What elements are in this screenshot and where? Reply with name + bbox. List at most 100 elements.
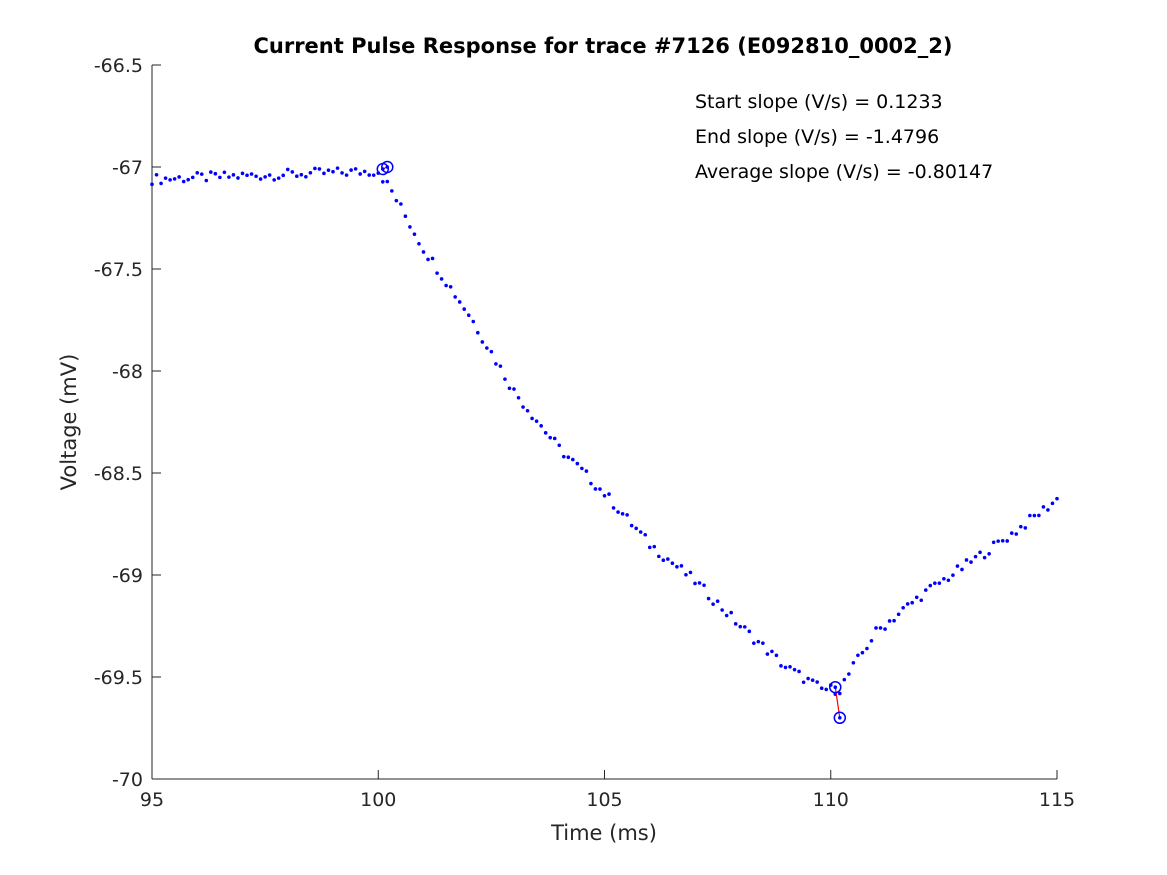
data-point <box>869 638 874 643</box>
data-point <box>625 513 629 517</box>
data-point <box>756 639 761 644</box>
data-point <box>652 544 657 549</box>
data-point <box>249 172 254 176</box>
data-point <box>317 167 322 171</box>
marker-center-point <box>833 685 838 689</box>
data-point <box>901 605 905 610</box>
data-point <box>380 179 385 184</box>
data-point <box>322 171 326 176</box>
data-point <box>946 578 951 583</box>
data-point <box>955 564 960 568</box>
data-point <box>1023 526 1028 530</box>
data-point <box>521 405 525 409</box>
data-point <box>1041 505 1046 509</box>
data-point <box>774 653 779 658</box>
x-tick-label: 100 <box>360 789 396 811</box>
data-point <box>914 595 919 600</box>
data-point <box>231 173 236 177</box>
data-point <box>733 622 738 626</box>
data-point <box>362 169 367 174</box>
data-point <box>724 613 729 618</box>
data-point <box>919 598 924 603</box>
data-point <box>933 581 937 585</box>
x-tick-label: 110 <box>813 789 849 811</box>
y-tick-label: -67 <box>112 157 143 179</box>
data-point <box>512 387 516 391</box>
data-point <box>666 557 670 561</box>
data-point <box>190 175 195 180</box>
y-tick-label: -66.5 <box>94 55 143 77</box>
data-point <box>439 277 444 281</box>
data-point <box>706 596 711 601</box>
data-point <box>878 626 883 630</box>
data-point <box>371 173 376 177</box>
marker-center-point <box>385 165 390 169</box>
y-tick-label: -67.5 <box>94 259 143 281</box>
data-point <box>942 576 946 581</box>
data-point <box>783 665 788 670</box>
data-point <box>865 646 869 651</box>
data-point <box>485 346 489 350</box>
data-point <box>557 443 562 448</box>
data-point <box>788 665 792 669</box>
data-point <box>616 510 620 514</box>
data-point <box>765 652 770 656</box>
data-point <box>435 271 439 275</box>
data-point <box>842 677 847 682</box>
data-point <box>534 419 539 424</box>
data-point <box>761 641 765 645</box>
data-point <box>797 669 801 674</box>
x-axis-label: Time (ms) <box>550 821 657 845</box>
data-point <box>978 550 982 555</box>
data-point <box>593 487 598 491</box>
data-point <box>543 431 548 435</box>
data-point <box>240 171 245 176</box>
data-point <box>815 680 819 684</box>
data-point <box>896 612 901 617</box>
data-point <box>951 573 955 577</box>
plot-box <box>152 65 1057 779</box>
data-point <box>353 167 358 171</box>
average-slope-annotation: Average slope (V/s) = -0.80147 <box>695 161 993 183</box>
data-point <box>159 181 163 186</box>
data-point <box>987 551 991 556</box>
data-point <box>643 532 648 537</box>
data-point <box>571 457 575 462</box>
data-point <box>430 256 435 261</box>
data-point <box>285 167 290 172</box>
data-point <box>575 461 580 466</box>
data-point <box>471 319 476 324</box>
data-point <box>806 676 810 681</box>
data-point <box>1046 508 1050 512</box>
data-point <box>358 172 362 176</box>
marker-center-point <box>838 716 842 720</box>
data-point <box>688 570 693 575</box>
data-point <box>390 189 394 193</box>
data-point <box>923 588 928 592</box>
data-point <box>629 523 634 528</box>
data-point <box>412 232 417 237</box>
data-point <box>308 170 313 175</box>
data-point <box>195 170 200 175</box>
slope-annotations: Start slope (V/s) = 0.1233 End slope (V/… <box>695 91 993 183</box>
data-point <box>222 170 227 175</box>
data-point <box>408 225 412 229</box>
data-point <box>561 454 566 459</box>
slope-endpoint-marker <box>833 711 847 725</box>
data-point <box>304 174 308 179</box>
data-point <box>1009 531 1014 535</box>
data-point <box>516 396 521 400</box>
data-point <box>150 182 154 187</box>
data-point <box>209 170 213 174</box>
data-point <box>969 560 973 564</box>
data-point <box>883 627 887 631</box>
data-point <box>598 487 602 491</box>
start-slope-annotation: Start slope (V/s) = 0.1233 <box>695 91 943 113</box>
data-point <box>480 340 485 344</box>
data-point <box>403 214 408 219</box>
x-tick-label: 115 <box>1039 789 1075 811</box>
data-point <box>670 561 675 566</box>
data-point <box>1055 496 1059 501</box>
y-tick-label: -69 <box>112 565 143 587</box>
